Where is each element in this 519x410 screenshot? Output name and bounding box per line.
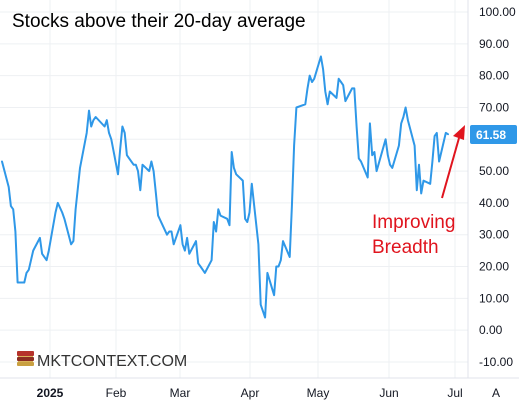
auto-scale-button[interactable]: A — [492, 386, 500, 400]
y-tick-label: -10.00 — [479, 355, 513, 369]
y-tick-label: 70.00 — [479, 100, 509, 114]
annotation-arrow-head — [453, 125, 465, 140]
y-tick-label: 80.00 — [479, 69, 509, 83]
annotation-line-1: Improving — [372, 212, 455, 233]
x-axis[interactable]: 2025 Feb Mar Apr May Jun Jul — [37, 386, 463, 400]
x-tick-label: May — [307, 386, 330, 400]
x-tick-label: Apr — [241, 386, 260, 400]
x-tick-label: Jul — [447, 386, 462, 400]
y-tick-label: 40.00 — [479, 196, 509, 210]
y-tick-label: 90.00 — [479, 37, 509, 51]
auto-scale-label[interactable]: A — [492, 386, 500, 400]
brand-name: MKTCONTEXT.COM — [37, 353, 187, 370]
annotation-arrow-line — [441, 137, 460, 199]
last-value-text: 61.58 — [476, 128, 506, 142]
last-value-badge — [470, 125, 517, 144]
y-tick-label: 30.00 — [479, 228, 509, 242]
chart-title: Stocks above their 20-day average — [12, 11, 306, 32]
x-tick-label: 2025 — [37, 386, 64, 400]
stack-icon — [17, 351, 34, 366]
x-tick-label: Mar — [170, 386, 191, 400]
y-tick-label: 20.00 — [479, 260, 509, 274]
last-value-label: 61.58 — [470, 125, 517, 144]
annotation: Improving Breadth — [372, 125, 465, 258]
y-tick-label: 0.00 — [479, 323, 503, 337]
x-tick-label: Jun — [379, 386, 398, 400]
y-tick-label: 10.00 — [479, 291, 509, 305]
annotation-line-2: Breadth — [372, 237, 439, 258]
y-tick-label: 50.00 — [479, 164, 509, 178]
series-layer — [1, 55, 449, 319]
series-line — [1, 55, 449, 319]
y-tick-label: 100.00 — [479, 5, 516, 19]
brand-logo: MKTCONTEXT.COM — [17, 351, 187, 370]
x-tick-label: Feb — [106, 386, 127, 400]
